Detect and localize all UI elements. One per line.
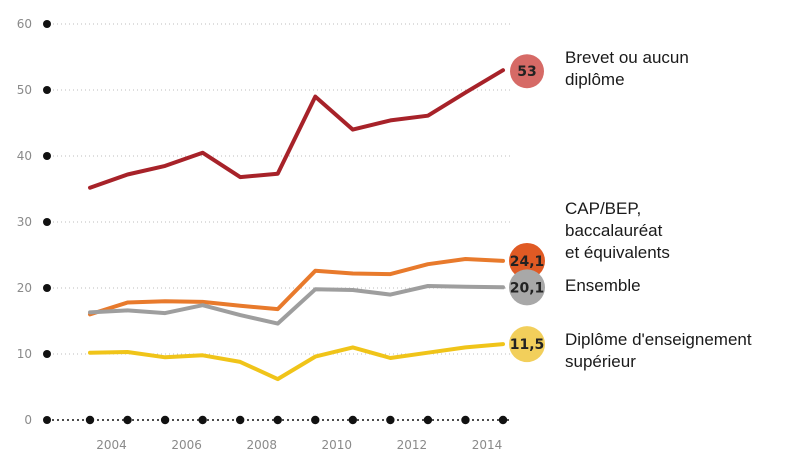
y-tick-dot-40 — [43, 152, 51, 160]
series-end-label-1: 24,1 — [510, 254, 545, 270]
y-tick-label-40: 40 — [17, 149, 32, 163]
series-end-circle-3 — [509, 326, 545, 363]
y-tick-dot-30 — [43, 218, 51, 226]
series-line-2 — [88, 284, 505, 326]
series-name-label-1-1: baccalauréat — [565, 221, 663, 240]
series-name-label-0-1: diplôme — [565, 70, 625, 89]
series-name-label-0-0: Brevet ou aucun — [565, 48, 689, 67]
series-end-label-3: 11,5 — [510, 337, 545, 353]
series-name-label-1-2: et équivalents — [565, 243, 670, 262]
y-tick-dot-10 — [43, 350, 51, 358]
x-axis: 2004 2006 2008 2010 2012 2014 — [47, 415, 510, 452]
x-tick-label-2006: 2006 — [171, 438, 202, 452]
y-axis: 0 10 20 30 40 50 60 — [17, 17, 51, 427]
y-tick-label-50: 50 — [17, 83, 32, 97]
series-name-label-3-1: supérieur — [565, 352, 636, 371]
x-tick-label-2004: 2004 — [96, 438, 127, 452]
y-tick-dot-60 — [43, 20, 51, 28]
series-name-label-1-0: CAP/BEP, — [565, 199, 641, 218]
x-tick-dot-2003 — [85, 415, 95, 425]
x-tick-dot-2009 — [311, 415, 320, 425]
y-tick-dot-20 — [43, 284, 51, 292]
y-tick-label-60: 60 — [17, 17, 32, 31]
x-tick-dot-2012 — [423, 415, 433, 425]
series-labels: Brevet ou aucun diplôme CAP/BEP, baccalauré… — [565, 48, 752, 371]
x-tick-dot-2010 — [348, 415, 358, 425]
x-tick-dot-2004 — [123, 415, 132, 425]
series-line-3 — [88, 342, 505, 382]
x-tick-label-2010: 2010 — [322, 438, 353, 452]
series-name-label-3-0: Diplôme d'enseignement — [565, 330, 752, 349]
y-tick-label-20: 20 — [17, 281, 32, 295]
series-end-label-2: 20,1 — [510, 280, 545, 296]
x-tick-dot-2011 — [386, 415, 395, 425]
y-tick-dot-50 — [43, 86, 51, 94]
series-name-label-2-0: Ensemble — [565, 276, 641, 295]
series-end-markers: 53 24,1 20,1 11,5 — [509, 54, 545, 363]
x-tick-label-2008: 2008 — [246, 438, 277, 452]
series-lines — [88, 68, 505, 382]
series-end-label-0: 53 — [517, 64, 536, 80]
x-tick-dot-2008 — [273, 415, 282, 425]
x-tick-dot-2007 — [235, 415, 245, 425]
series-end-circle-0 — [510, 54, 544, 89]
x-tick-dot-2014 — [498, 415, 508, 425]
series-line-1 — [88, 257, 505, 317]
series-line-0 — [88, 68, 505, 190]
gridlines — [53, 23, 510, 355]
x-tick-label-2014: 2014 — [472, 438, 503, 452]
x-tick-dot-2013 — [461, 415, 470, 425]
series-end-circle-1 — [509, 242, 545, 279]
series-end-circle-2 — [509, 269, 545, 306]
x-tick-dot-2006 — [198, 415, 207, 425]
y-tick-label-30: 30 — [17, 215, 32, 229]
x-tick-dot-2005 — [160, 415, 170, 425]
y-tick-label-0: 0 — [24, 413, 32, 427]
x-tick-label-2012: 2012 — [397, 438, 428, 452]
y-tick-label-10: 10 — [17, 347, 32, 361]
